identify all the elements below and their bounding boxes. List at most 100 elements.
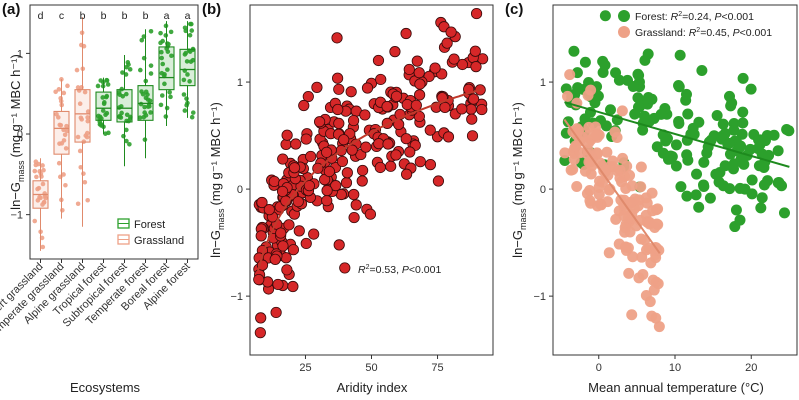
- forest-point: [673, 81, 685, 93]
- box-rect: [158, 46, 175, 91]
- scatter-point: [292, 196, 304, 208]
- grassland-point: [562, 90, 574, 102]
- y-tick-label: −1: [10, 210, 23, 222]
- y-tick-label: 1: [17, 48, 23, 60]
- grassland-point: [583, 121, 595, 133]
- forest-point: [752, 143, 764, 155]
- grassland-point: [584, 185, 596, 197]
- box-point: [77, 148, 83, 154]
- box-rect: [116, 89, 133, 123]
- box-point: [57, 122, 63, 128]
- scatter-point: [372, 54, 385, 67]
- forest-point: [568, 45, 580, 57]
- forest-point: [655, 108, 667, 120]
- box-point: [56, 115, 61, 120]
- box-point: [56, 160, 62, 166]
- grassland-point: [559, 147, 571, 159]
- x-tick-label: 0: [596, 362, 602, 374]
- forest-point: [719, 160, 731, 172]
- scatter-point: [268, 175, 280, 188]
- scatter-point: [382, 138, 394, 150]
- scatter-point: [439, 101, 451, 114]
- panel-a-y-axis-title-units: (mg g⁻¹ MBC h⁻¹): [8, 54, 23, 157]
- panel-a-y-axis: −1 0 1: [10, 48, 30, 222]
- scatter-point: [332, 103, 344, 116]
- scatter-point: [348, 188, 360, 201]
- scatter-point: [442, 131, 455, 143]
- forest-point: [698, 156, 710, 168]
- scatter-point: [255, 312, 267, 324]
- forest-point: [778, 207, 790, 219]
- forest-point: [737, 117, 749, 129]
- grassland-fit-line: [563, 118, 661, 254]
- box-point: [65, 83, 70, 89]
- scatter-point: [333, 239, 345, 251]
- scatter-point: [336, 155, 349, 168]
- box-point: [145, 97, 151, 102]
- forest-point: [693, 116, 705, 128]
- box-rect: [95, 91, 112, 121]
- scatter-point: [400, 27, 412, 40]
- box-point: [57, 141, 62, 146]
- grassland-point: [641, 197, 653, 209]
- forest-point: [704, 192, 716, 204]
- forest-point: [613, 74, 625, 86]
- box-point: [184, 96, 189, 101]
- box-point: [74, 67, 80, 73]
- box-point: [53, 89, 58, 95]
- scatter-point: [321, 184, 333, 197]
- box-point: [183, 28, 189, 34]
- grassland-point: [619, 226, 631, 238]
- box-point: [79, 117, 85, 122]
- box-point: [60, 207, 65, 213]
- scatter-point: [404, 146, 416, 158]
- scatter-point: [340, 177, 353, 189]
- forest-point: [723, 137, 735, 149]
- scatter-point: [280, 138, 292, 151]
- scatter-point: [348, 211, 360, 224]
- grassland-point: [626, 309, 638, 321]
- scatter-point: [330, 180, 342, 192]
- legend-grassland-stats: Grassland: R2=0.45, P<0.001: [635, 27, 772, 39]
- grassland-point: [618, 194, 630, 206]
- box-point: [40, 181, 46, 187]
- box-point: [158, 102, 164, 108]
- box-point: [95, 83, 101, 89]
- scatter-point: [476, 103, 488, 116]
- forest-point: [711, 109, 723, 121]
- grassland-point: [623, 267, 635, 279]
- box-point: [141, 34, 147, 39]
- box-point: [164, 105, 170, 111]
- forest-point: [728, 158, 740, 170]
- box-point: [75, 85, 81, 90]
- scatter-point: [432, 175, 445, 187]
- significance-letter: c: [59, 10, 64, 22]
- forest-point: [675, 181, 687, 193]
- box-point: [100, 95, 106, 100]
- box-point: [145, 92, 150, 97]
- box-point: [85, 115, 90, 120]
- legend-forest-label: Forest: [134, 219, 165, 231]
- forest-point: [717, 118, 729, 130]
- box-point: [82, 89, 88, 95]
- significance-letter: a: [185, 10, 191, 22]
- forest-point: [755, 202, 767, 214]
- scatter-point: [321, 195, 333, 207]
- scatter-point: [410, 99, 422, 111]
- grassland-point: [607, 161, 619, 173]
- legend-forest-stat-label: Forest:: [635, 11, 671, 23]
- grassland-point: [627, 251, 639, 263]
- scatter-point: [389, 46, 401, 58]
- box-point: [187, 79, 192, 84]
- forest-fit-line: [564, 101, 790, 168]
- box-point: [189, 28, 195, 33]
- panel-c-plot-area: [559, 10, 795, 333]
- box-point: [63, 146, 69, 151]
- box-point: [77, 101, 83, 107]
- grassland-point: [573, 124, 585, 136]
- forest-point: [632, 101, 644, 113]
- box-point: [181, 92, 187, 97]
- forest-point: [781, 123, 793, 135]
- forest-point: [730, 204, 742, 216]
